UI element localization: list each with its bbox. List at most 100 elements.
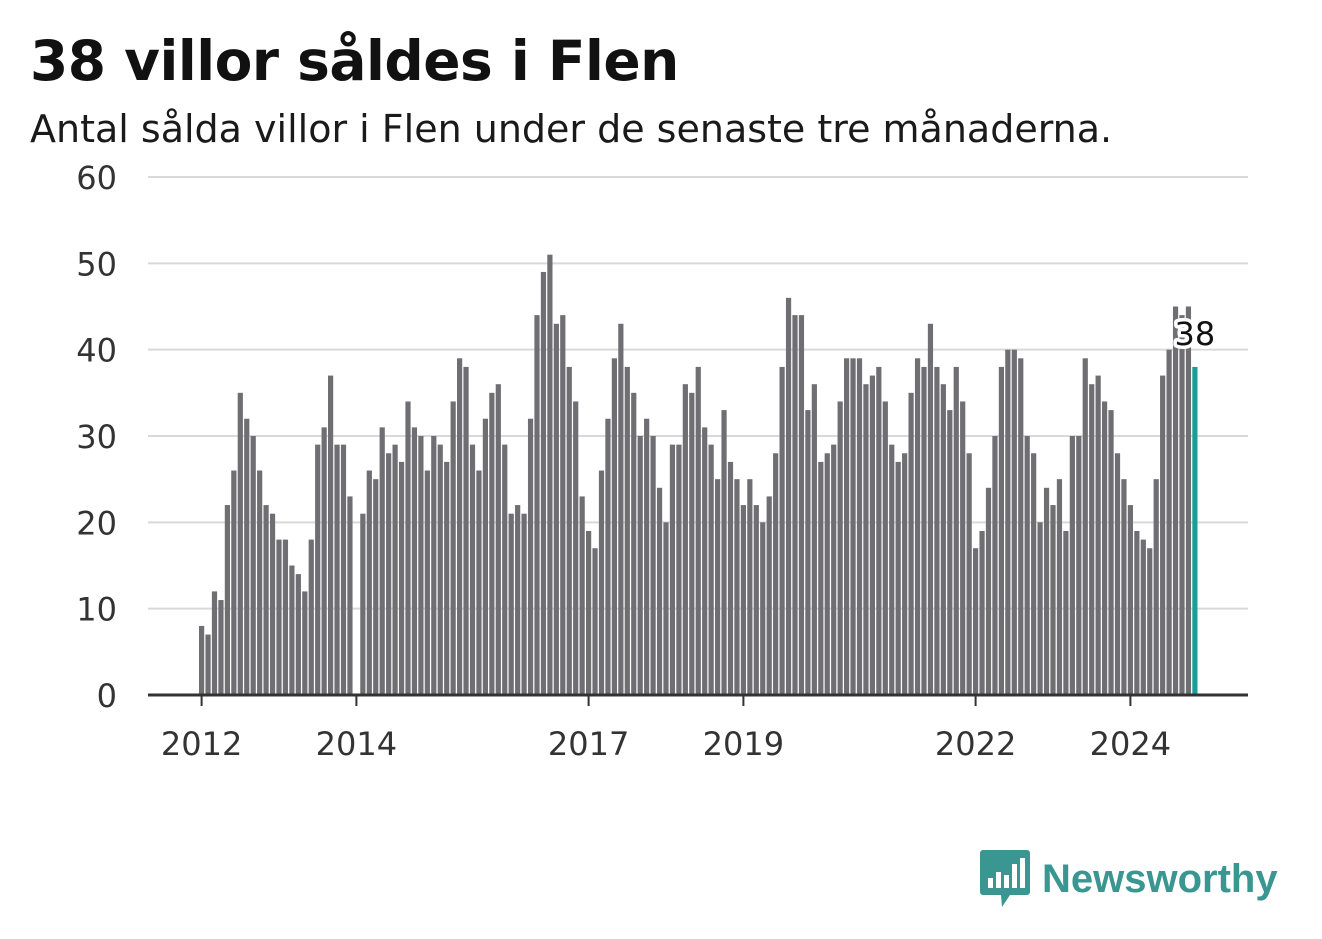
y-tick-label: 50 <box>76 245 117 283</box>
bar-highlighted <box>1192 366 1198 695</box>
bar <box>1056 479 1063 695</box>
bar <box>398 461 405 695</box>
bar <box>1172 306 1179 695</box>
bar <box>708 444 714 695</box>
bar <box>611 358 617 695</box>
bar <box>1089 384 1095 695</box>
bar <box>579 496 585 695</box>
bar <box>792 315 798 695</box>
bar <box>760 522 766 695</box>
bar <box>424 470 430 695</box>
bar <box>1011 349 1017 695</box>
bar <box>1082 358 1088 695</box>
bar <box>386 453 392 695</box>
bar <box>818 461 824 695</box>
brand-name: Newsworthy <box>1042 857 1278 901</box>
bar <box>476 470 482 695</box>
bar <box>1160 375 1166 695</box>
bar <box>850 358 856 695</box>
bar <box>927 323 934 695</box>
bar <box>469 444 476 695</box>
bar <box>805 410 811 695</box>
bar <box>1166 349 1172 695</box>
bar <box>773 453 779 695</box>
bar <box>431 436 437 695</box>
bar <box>960 401 966 695</box>
bar <box>237 392 243 695</box>
bar <box>947 410 953 695</box>
bar <box>882 401 888 695</box>
bar <box>282 539 289 695</box>
bar <box>573 401 579 695</box>
bar <box>315 444 321 695</box>
bar <box>340 444 347 695</box>
bar <box>276 539 282 695</box>
bar <box>785 297 792 695</box>
bar <box>902 453 908 695</box>
bar <box>463 366 469 695</box>
x-tick-label: 2014 <box>316 725 397 763</box>
bar <box>244 418 250 695</box>
bar <box>566 366 572 695</box>
bar <box>747 479 753 695</box>
bar <box>250 436 256 695</box>
bar <box>895 461 901 695</box>
bar <box>740 505 746 695</box>
bar <box>676 444 682 695</box>
bar <box>1127 505 1133 695</box>
bar <box>721 410 727 695</box>
bar <box>373 479 379 695</box>
bar <box>1102 401 1108 695</box>
bar <box>553 323 559 695</box>
bar <box>734 479 740 695</box>
bar <box>1018 358 1024 695</box>
y-tick-label: 20 <box>76 504 117 542</box>
bar <box>605 418 611 695</box>
bar <box>753 505 759 695</box>
bar <box>1153 479 1159 695</box>
bar <box>1108 410 1114 695</box>
bar <box>979 530 985 695</box>
bar <box>1179 315 1185 695</box>
bar <box>482 418 488 695</box>
chart-subtitle: Antal sålda villor i Flen under de senas… <box>30 107 1113 151</box>
bar <box>508 513 514 695</box>
bar <box>618 323 624 695</box>
bar <box>992 436 998 695</box>
bar <box>218 600 224 695</box>
bar <box>1121 479 1127 695</box>
bar <box>211 591 218 695</box>
bar <box>502 444 508 695</box>
bar <box>637 436 643 695</box>
bar <box>592 548 598 695</box>
x-tick-label: 2012 <box>161 725 242 763</box>
y-tick-label: 40 <box>76 332 117 370</box>
annotations: 38 <box>1171 312 1219 357</box>
newsworthy-icon <box>980 850 1030 907</box>
bar <box>308 539 314 695</box>
bar <box>199 625 205 695</box>
bar <box>779 366 785 695</box>
bars <box>199 254 1198 695</box>
bar <box>347 496 353 695</box>
bar <box>702 427 708 695</box>
bar <box>876 366 882 695</box>
bar <box>437 444 443 695</box>
bar <box>1185 306 1192 695</box>
bar <box>379 427 385 695</box>
bar <box>824 453 830 695</box>
bar <box>831 444 837 695</box>
bar <box>695 366 701 695</box>
bar <box>457 358 463 695</box>
bar <box>321 427 327 695</box>
bar <box>1076 436 1082 695</box>
bar <box>1069 436 1075 695</box>
bar <box>1134 530 1140 695</box>
bar <box>663 522 669 695</box>
x-tick-label: 2022 <box>935 725 1016 763</box>
bar <box>411 427 418 695</box>
x-tick-label: 2017 <box>548 725 629 763</box>
bar <box>953 366 959 695</box>
bar <box>489 392 495 695</box>
newsworthy-logo: Newsworthy <box>980 850 1278 908</box>
